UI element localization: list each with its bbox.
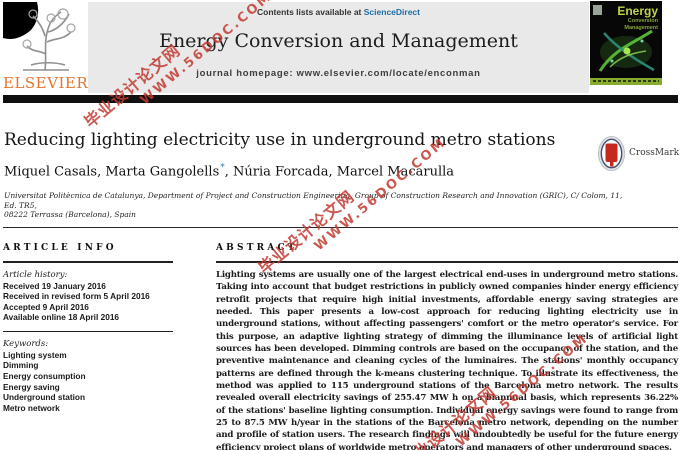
authors-part1: Miquel Casals, Marta Gangolells	[4, 164, 220, 180]
cover-subtitle-2: Management	[624, 24, 658, 31]
elsevier-wordmark: ELSEVIER	[3, 74, 89, 92]
abstract-text: Lighting systems are usually one of the …	[216, 270, 678, 450]
history-list: Received 19 January 2016 Received in rev…	[3, 281, 173, 323]
header-divider-bar	[3, 95, 678, 103]
keywords-divider	[3, 330, 173, 332]
keyword-item: Underground station	[3, 392, 86, 403]
article-info-column: ARTICLE INFO Article history: Received 1…	[3, 243, 173, 413]
history-label: Article history:	[3, 269, 68, 280]
homepage-prefix: journal homepage:	[196, 68, 294, 79]
sciencedirect-link[interactable]: ScienceDirect	[363, 7, 420, 17]
keyword-item: Dimming	[3, 360, 39, 371]
page-title: Reducing lighting electricity use in und…	[4, 130, 556, 150]
abstract-rule	[216, 261, 678, 263]
keyword-item: Energy saving	[3, 381, 60, 392]
journal-cover-thumbnail[interactable]: Energy Conversion Management	[590, 1, 662, 85]
authors-line: Miquel Casals, Marta Gangolells*, Núria …	[4, 163, 454, 179]
corresponding-author-asterisk[interactable]: *	[220, 163, 225, 173]
cover-titles: Energy Conversion Management	[602, 4, 658, 31]
history-item: Received 19 January 2016	[3, 280, 106, 291]
contents-prefix: Contents lists available at	[256, 7, 362, 17]
authors-part2: , Núria Forcada, Marcel Macarulla	[224, 164, 455, 180]
keyword-item: Energy consumption	[3, 371, 86, 382]
homepage-line: journal homepage: www.elsevier.com/locat…	[88, 68, 589, 79]
crossmark-badge[interactable]: CrossMark	[598, 135, 680, 171]
cover-bottom-bar	[590, 78, 662, 85]
keyword-item: Lighting system	[3, 349, 67, 360]
cover-publisher-icon	[593, 5, 602, 15]
abstract-heading: ABSTRACT	[216, 243, 298, 253]
keywords-list: Lighting system Dimming Energy consumpti…	[3, 350, 173, 414]
cover-header: Energy Conversion Management	[590, 1, 662, 31]
cover-title: Energy	[617, 4, 658, 18]
keywords-label: Keywords:	[3, 338, 49, 349]
affiliation-line1: Universitat Politècnica de Catalunya, De…	[4, 191, 623, 210]
affiliation-line2: 08222 Terrassa (Barcelona), Spain	[4, 210, 136, 219]
crossmark-label: CrossMark	[629, 148, 680, 158]
crossmark-icon	[598, 135, 625, 171]
contents-line: Contents lists available at ScienceDirec…	[88, 2, 589, 17]
history-item: Available online 18 April 2016	[3, 312, 120, 323]
cover-bottom-bar-text	[593, 80, 659, 82]
abstract-column: ABSTRACT Lighting systems are usually on…	[216, 243, 678, 450]
cover-subtitle-1: Conversion	[627, 18, 658, 24]
keyword-item: Metro network	[3, 402, 60, 413]
history-item: Accepted 9 April 2016	[3, 301, 89, 312]
article-info-rule	[3, 261, 173, 263]
elsevier-logo: ELSEVIER	[3, 2, 89, 94]
affiliation: Universitat Politècnica de Catalunya, De…	[4, 191, 624, 220]
article-info-heading: ARTICLE INFO	[3, 243, 117, 253]
journal-title: Energy Conversion and Management	[159, 30, 518, 52]
history-item: Received in revised form 5 April 2016	[3, 291, 150, 302]
homepage-url-link[interactable]: www.elsevier.com/locate/enconman	[296, 68, 481, 79]
elsevier-tree-icon	[3, 2, 76, 71]
journal-header: Contents lists available at ScienceDirec…	[88, 2, 589, 93]
section-divider	[3, 227, 678, 228]
cover-art	[598, 29, 655, 72]
